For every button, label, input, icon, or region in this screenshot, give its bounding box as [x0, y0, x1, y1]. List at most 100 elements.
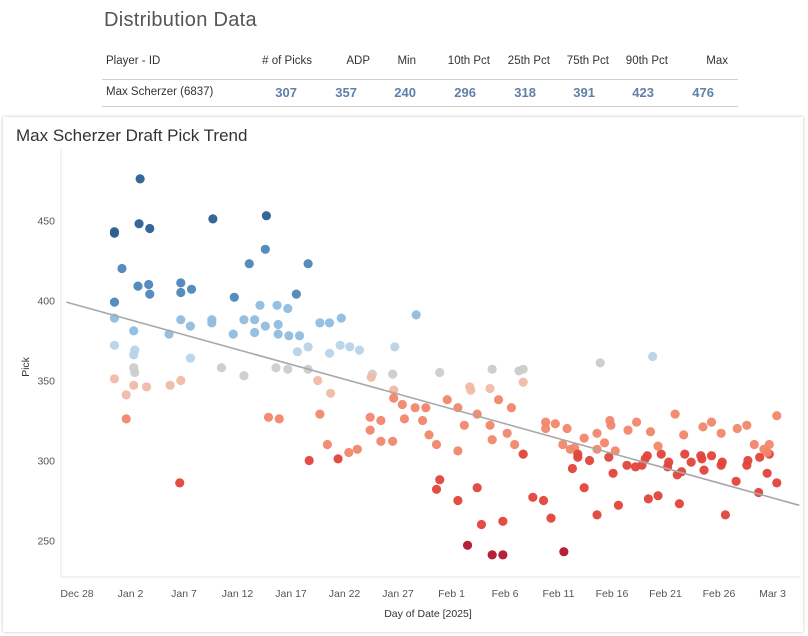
y-axis-title: Pick	[20, 356, 32, 377]
data-point	[283, 303, 293, 314]
data-point	[410, 403, 420, 413]
data-point	[518, 449, 528, 459]
x-tick-label: Feb 1	[438, 588, 465, 600]
data-point	[732, 423, 742, 434]
distribution-header-row: Player - ID # of Picks ADP Min 10th Pct …	[102, 47, 738, 80]
data-point	[129, 380, 139, 390]
header-num-picks: # of Picks	[262, 55, 312, 67]
data-point	[324, 348, 335, 358]
data-point	[472, 483, 482, 493]
data-point	[764, 439, 774, 450]
data-point	[336, 313, 346, 323]
data-point	[670, 409, 680, 419]
data-point	[411, 310, 421, 320]
data-point	[573, 449, 583, 459]
header-player-id: Player - ID	[106, 55, 161, 67]
data-point	[731, 476, 741, 486]
data-point	[656, 449, 666, 459]
x-tick-label: Jan 2	[118, 588, 144, 600]
data-point	[365, 412, 375, 422]
data-point	[623, 425, 633, 435]
header-max: Max	[706, 55, 728, 67]
data-point	[749, 439, 759, 450]
data-point	[322, 439, 332, 450]
data-point	[176, 375, 186, 386]
data-point	[699, 465, 709, 475]
data-point	[315, 409, 325, 419]
data-point	[653, 441, 663, 451]
data-point	[485, 420, 495, 430]
10th-pct-value: 296	[454, 85, 476, 100]
data-point	[565, 444, 575, 454]
data-point	[541, 417, 551, 427]
data-point	[592, 428, 602, 438]
data-point	[176, 315, 186, 325]
scatter-chart[interactable]: 250 300 350 400 450 Dec 28 Jan 2 Jan 7 Jan 12 Jan…	[3, 117, 803, 632]
x-tick-label: Jan 7	[171, 588, 197, 600]
data-point	[239, 315, 249, 325]
data-point	[541, 423, 551, 434]
data-point	[579, 483, 589, 493]
data-point	[145, 289, 155, 299]
data-point	[424, 430, 434, 440]
data-point	[273, 319, 283, 330]
max-value: 476	[692, 85, 714, 100]
data-point	[260, 244, 270, 254]
data-point	[208, 214, 218, 224]
data-point	[284, 331, 294, 341]
data-point	[550, 419, 560, 429]
data-point	[135, 174, 145, 184]
data-point	[333, 454, 343, 464]
data-point	[622, 460, 632, 470]
data-point	[742, 420, 752, 430]
data-point	[453, 495, 463, 506]
trend-line	[66, 301, 800, 507]
data-point	[466, 385, 476, 395]
25th-pct-value: 318	[514, 85, 536, 100]
data-point	[645, 427, 656, 437]
data-point	[352, 444, 362, 454]
data-point	[664, 457, 674, 467]
data-point	[344, 447, 354, 458]
x-tick-label: Feb 11	[543, 588, 575, 600]
data-point	[595, 358, 605, 368]
data-point	[506, 403, 517, 413]
header-25th-pct: 25th Pct	[507, 55, 550, 67]
x-axis-title: Day of Date [2025]	[384, 608, 472, 620]
data-point	[109, 228, 120, 238]
data-point	[686, 457, 696, 467]
data-point	[250, 315, 260, 325]
table-row[interactable]: Max Scherzer (6837) 307 357 240 296 318 …	[102, 80, 738, 107]
data-point	[117, 263, 127, 274]
data-point	[335, 340, 345, 350]
data-point	[109, 374, 120, 384]
data-point	[613, 500, 624, 510]
90th-pct-value: 423	[632, 85, 654, 100]
data-point	[354, 345, 365, 355]
header-75th-pct: 75th Pct	[566, 55, 609, 67]
data-point	[141, 382, 152, 392]
data-point	[109, 340, 120, 350]
data-point	[121, 390, 131, 400]
x-tick-label: Feb 21	[649, 588, 682, 600]
data-point	[134, 219, 144, 229]
data-point	[175, 478, 185, 488]
data-point	[389, 393, 399, 403]
data-point	[558, 439, 568, 450]
header-90th-pct: 90th Pct	[625, 55, 668, 67]
data-point	[133, 281, 143, 291]
header-10th-pct: 10th Pct	[447, 55, 490, 67]
num-picks-value: 307	[275, 85, 297, 100]
data-point	[717, 457, 727, 467]
y-tick-label: 250	[37, 536, 55, 548]
x-tick-label: Jan 17	[275, 588, 307, 600]
data-point	[592, 510, 602, 520]
y-tick-label: 450	[37, 216, 55, 228]
data-point	[716, 428, 726, 438]
data-point	[239, 371, 249, 381]
header-min: Min	[397, 55, 416, 67]
data-point	[229, 292, 239, 302]
data-point	[493, 395, 504, 405]
75th-pct-value: 391	[573, 85, 595, 100]
x-tick-label: Jan 27	[382, 588, 414, 600]
